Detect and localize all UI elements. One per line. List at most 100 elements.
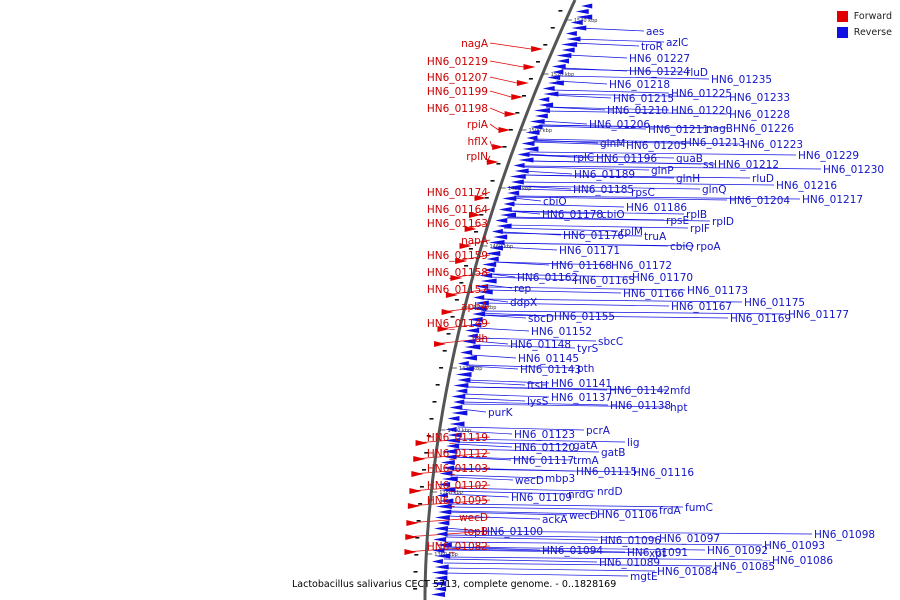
reverse-gene-label: HN6_01162 [517, 272, 578, 284]
reverse-gene-label: HN6_01166 [623, 288, 684, 300]
reverse-gene-arrow [431, 559, 443, 564]
reverse-leader-line [544, 110, 728, 115]
reverse-gene-label: sbcC [598, 336, 623, 348]
forward-gene-label: apbA [461, 301, 489, 313]
reverse-leader-line [464, 386, 669, 391]
reverse-leader-line [468, 364, 576, 369]
reverse-gene-arrow [455, 372, 472, 377]
reverse-gene-label: HN6_01137 [551, 392, 612, 404]
scale-marker [454, 299, 459, 301]
reverse-leader-line [516, 188, 630, 193]
forward-gene-label: HN6_01174 [427, 187, 488, 199]
reverse-gene-arrow [477, 289, 493, 295]
reverse-gene-label: rplF [690, 223, 710, 235]
reverse-gene-label: cbiO [601, 209, 625, 221]
reverse-gene-arrow [441, 476, 458, 482]
reverse-gene-label: HN6_01115 [576, 466, 637, 478]
reverse-gene-arrow [565, 31, 577, 36]
reverse-gene-label: HN6_01230 [823, 164, 884, 176]
reverse-leader-line [540, 120, 588, 125]
scale-label: 1380 kbp [439, 490, 463, 496]
reverse-gene-arrow [479, 273, 493, 278]
forward-gene-label: rplN [466, 151, 488, 163]
reverse-gene-label: glnM [600, 138, 625, 150]
scale-label: 1400 kbp [448, 428, 472, 434]
reverse-gene-arrow [439, 471, 453, 476]
legend-reverse-label: Reverse [853, 26, 892, 38]
reverse-gene-arrow [464, 344, 481, 350]
forward-gene-arrow [523, 64, 536, 70]
scale-marker [421, 469, 426, 471]
forward-gene-label: HN6_01149 [427, 318, 488, 330]
reverse-gene-arrow [433, 526, 448, 531]
reverse-gene-arrow [542, 86, 555, 91]
reverse-gene-label: HN6_01145 [518, 353, 579, 365]
scale-marker [419, 486, 424, 488]
reverse-gene-label: HN6_01155 [554, 311, 615, 323]
reverse-gene-arrow [476, 284, 489, 289]
reverse-gene-arrow [437, 520, 450, 526]
forward-gene-label: HN6_01219 [427, 56, 488, 68]
reverse-gene-arrow [571, 25, 587, 31]
reverse-leader-line [490, 273, 516, 278]
forward-gene-arrow [434, 341, 447, 347]
reverse-gene-label: rpsE [666, 215, 689, 227]
scale-marker [424, 452, 429, 454]
scale-label: 1520 kbp [551, 72, 575, 78]
forward-gene-label: HN6_01157 [427, 284, 488, 296]
reverse-leader-line [468, 365, 519, 370]
reverse-gene-label: wecD [515, 475, 544, 487]
reverse-leader-line [473, 340, 509, 345]
reverse-leader-line [558, 75, 710, 80]
forward-gene-arrow [492, 144, 505, 150]
reverse-gene-label: HN6_01097 [659, 533, 720, 545]
forward-leader-line [433, 337, 491, 345]
forward-gene-label: HN6_01095 [427, 495, 488, 507]
label-leader-lines [404, 27, 822, 577]
reverse-gene-arrow [576, 14, 593, 20]
reverse-gene-arrow [449, 405, 463, 410]
reverse-gene-label: rpoA [696, 241, 721, 253]
reverse-swatch [836, 26, 848, 38]
reverse-gene-arrow [443, 438, 460, 443]
reverse-gene-label: HN6_01171 [559, 245, 620, 257]
reverse-leader-line [522, 170, 573, 175]
scale-marker [474, 231, 479, 233]
scale-marker [442, 350, 447, 352]
forward-leader-line [489, 123, 499, 131]
reverse-gene-label: HN6_01186 [626, 202, 687, 214]
forward-gene-arrow [516, 80, 529, 86]
reverse-gene-label: glnQ [702, 184, 727, 196]
reverse-leader-line [513, 197, 542, 202]
reverse-gene-arrow [509, 174, 526, 179]
reverse-gene-label: HN6_01233 [729, 92, 790, 104]
reverse-leader-line [450, 476, 514, 481]
forward-gene-arrow [531, 46, 544, 52]
reverse-gene-label: purK [488, 407, 514, 419]
reverse-gene-arrow [539, 102, 554, 108]
reverse-gene-arrow [473, 295, 485, 300]
forward-gene-label: HN6_01198 [427, 103, 488, 115]
reverse-leader-line [454, 443, 513, 448]
reverse-leader-line [447, 506, 658, 511]
reverse-gene-label: glnH [676, 173, 700, 185]
reverse-gene-label: HN6_01096 [600, 535, 661, 547]
reverse-gene-arrow [474, 300, 489, 306]
reverse-leader-line [444, 546, 706, 551]
reverse-leader-line [444, 549, 648, 554]
forward-gene-label: HN6_01082 [427, 541, 488, 553]
reverse-gene-arrow [581, 3, 593, 9]
reverse-leader-line [514, 195, 801, 200]
reverse-gene-arrow [570, 20, 583, 25]
reverse-gene-arrow [436, 531, 448, 537]
reverse-gene-arrow [503, 201, 515, 207]
reverse-gene-arrow [434, 586, 447, 592]
forward-gene-label: rpiA [467, 119, 489, 131]
reverse-gene-label: rluD [686, 67, 708, 79]
forward-gene-arrow [511, 94, 524, 100]
forward-leader-line [489, 90, 512, 98]
forward-gene-label: HN6_01119 [427, 432, 488, 444]
reverse-gene-arrow [552, 69, 564, 75]
reverse-gene-arrow [575, 9, 589, 14]
scale-marker [415, 537, 420, 539]
